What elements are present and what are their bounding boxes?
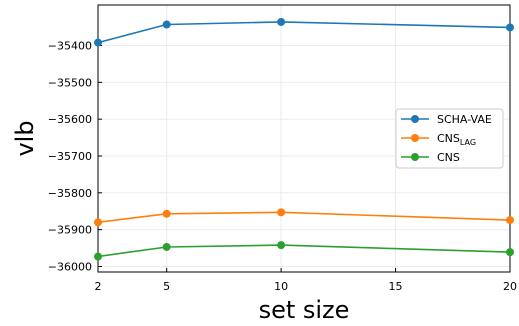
legend-label: CNS: [437, 151, 460, 164]
y-axis: −36000 −35900 −35800 −35700 −35600 −35500 −354…: [48, 40, 102, 273]
series-0: [94, 17, 514, 47]
legend-label-subscript: LAG: [460, 138, 476, 147]
series-line: [97, 244, 511, 258]
data-point: [162, 20, 171, 29]
y-tick-label: −35400: [48, 40, 92, 53]
x-tick-label: 10: [274, 280, 288, 293]
x-axis-label: set size: [259, 296, 350, 322]
y-tick-label: −35700: [48, 150, 92, 163]
series-line: [97, 211, 511, 224]
data-point: [94, 218, 102, 227]
data-point: [94, 38, 102, 47]
legend-box: [395, 108, 504, 169]
x-axis: 2 5 10 15 20: [95, 268, 517, 293]
y-tick-label: −35600: [48, 113, 92, 126]
y-axis-label: vlb: [11, 120, 39, 156]
y-tick-label: −36000: [48, 260, 92, 273]
data-point: [162, 242, 171, 251]
data-point: [162, 209, 171, 218]
legend-label: SCHA-VAE: [437, 113, 492, 126]
data-point: [277, 208, 286, 217]
y-tick-label: −35800: [48, 187, 92, 200]
y-tick-label: −35500: [48, 76, 92, 89]
data-point: [277, 241, 286, 250]
data-point: [506, 216, 514, 225]
legend-marker: [411, 153, 419, 161]
x-tick-label: 15: [389, 280, 403, 293]
plot-frame: [97, 4, 511, 273]
series-line: [97, 21, 511, 44]
data-point: [506, 248, 514, 257]
series-1: [94, 208, 514, 227]
series-2: [94, 241, 514, 261]
legend-marker: [411, 134, 419, 142]
x-tick-label: 2: [95, 280, 102, 293]
data-point: [277, 17, 286, 26]
y-tick-label: −35900: [48, 224, 92, 237]
series-layer: [94, 17, 514, 261]
x-tick-label: 20: [503, 280, 517, 293]
data-point: [506, 23, 514, 32]
legend-marker: [411, 115, 419, 123]
data-point: [94, 252, 102, 261]
x-tick-label: 5: [163, 280, 170, 293]
